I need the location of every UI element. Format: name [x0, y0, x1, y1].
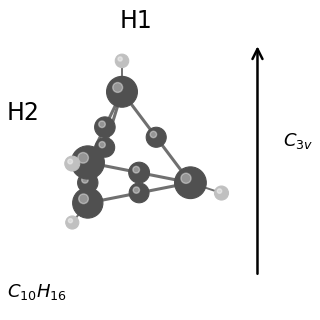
Circle shape: [181, 173, 191, 183]
Circle shape: [99, 121, 105, 128]
Circle shape: [99, 121, 113, 135]
Circle shape: [79, 194, 88, 204]
Circle shape: [68, 219, 73, 223]
Circle shape: [129, 183, 149, 203]
Circle shape: [150, 131, 164, 145]
Circle shape: [99, 141, 113, 155]
Circle shape: [133, 187, 147, 201]
Text: $C_{3v}$: $C_{3v}$: [283, 131, 313, 151]
Circle shape: [146, 127, 166, 147]
Circle shape: [78, 153, 101, 176]
Circle shape: [95, 138, 115, 157]
Circle shape: [82, 177, 96, 191]
Text: H2: H2: [7, 101, 40, 125]
Circle shape: [217, 189, 227, 199]
Text: $C_{10}H_{16}$: $C_{10}H_{16}$: [7, 282, 67, 302]
Circle shape: [181, 173, 203, 196]
Circle shape: [115, 54, 129, 68]
Circle shape: [99, 141, 105, 148]
Circle shape: [118, 57, 122, 61]
Circle shape: [133, 166, 148, 181]
Circle shape: [79, 194, 100, 215]
Circle shape: [175, 167, 206, 199]
Circle shape: [78, 153, 88, 163]
Circle shape: [107, 76, 137, 107]
Circle shape: [65, 156, 80, 171]
Circle shape: [82, 177, 88, 183]
Circle shape: [68, 159, 78, 170]
Circle shape: [150, 131, 156, 138]
Circle shape: [217, 189, 222, 193]
Circle shape: [214, 186, 228, 200]
Circle shape: [71, 146, 104, 179]
Text: H1: H1: [120, 9, 153, 33]
Circle shape: [133, 187, 140, 193]
Circle shape: [68, 219, 77, 228]
Circle shape: [73, 188, 103, 218]
Circle shape: [66, 216, 79, 229]
Circle shape: [113, 83, 134, 104]
Circle shape: [95, 117, 115, 137]
Circle shape: [68, 159, 73, 164]
Circle shape: [78, 172, 98, 193]
Circle shape: [113, 83, 123, 92]
Circle shape: [133, 166, 140, 173]
Circle shape: [118, 57, 127, 66]
Circle shape: [129, 162, 149, 183]
